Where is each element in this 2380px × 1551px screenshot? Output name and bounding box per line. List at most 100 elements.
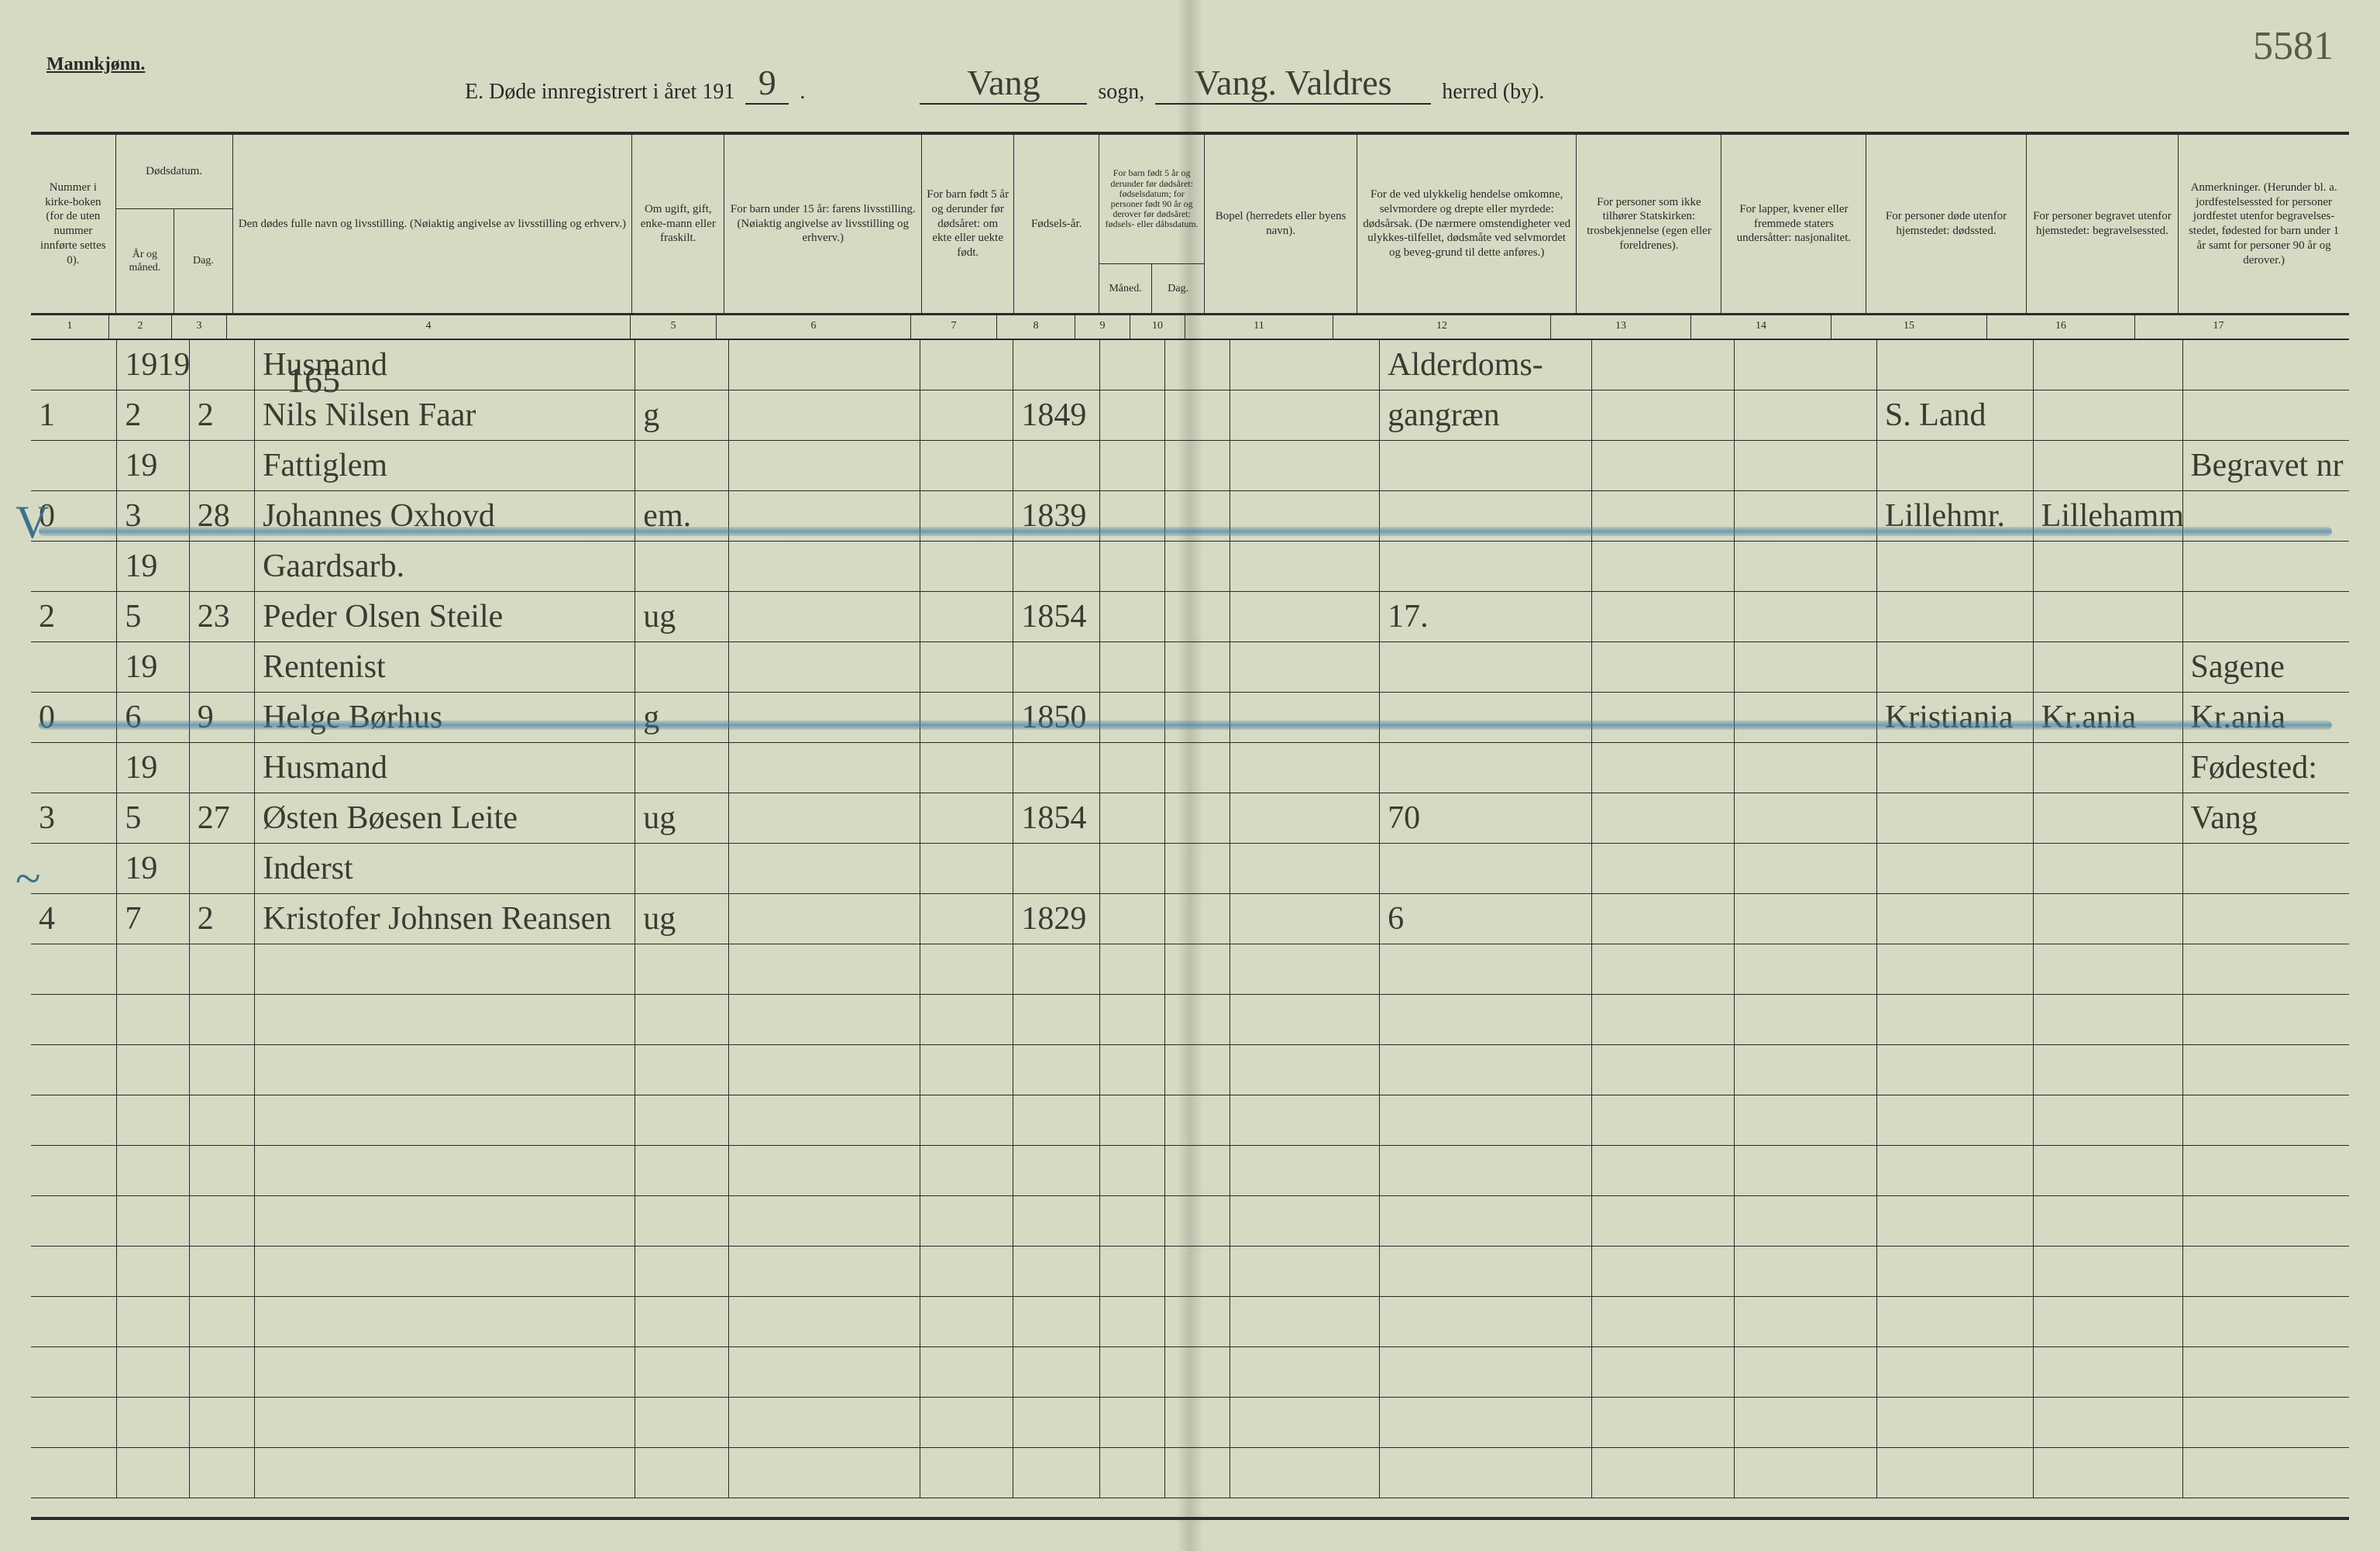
empty-cell [1165,1398,1230,1447]
cell-aarsak [1380,542,1592,591]
margin-mark: ~ [15,852,40,906]
empty-cell [729,1196,920,1246]
cell-far [729,642,920,692]
empty-cell [920,1095,1013,1145]
page: 5581 Mannkjønn. E. Døde innregistrert i … [0,0,2380,1551]
empty-cell [635,1146,728,1195]
empty-cell [31,1247,117,1296]
empty-cell [255,944,635,994]
empty-cell [1230,995,1380,1044]
empty-cell [1380,1045,1592,1095]
cell-dag2 [1165,542,1230,591]
cell-bopel [1230,793,1380,843]
empty-cell [2183,1045,2349,1095]
empty-cell [1013,1146,1099,1195]
colnum: 8 [997,315,1075,339]
cell-faar: 1854 [1013,793,1099,843]
empty-cell [117,1045,189,1095]
cell-bopel [1230,642,1380,692]
cell-dag [190,743,255,793]
cell-ekte [920,894,1013,944]
col-5-header: Om ugift, gift, enke-mann eller fraskilt… [632,135,724,313]
empty-cell [635,1347,728,1397]
empty-cell [2183,1398,2349,1447]
cell-aarsak [1380,441,1592,490]
empty-cell [1165,1448,1230,1498]
cell-faar [1013,542,1099,591]
empty-cell [2183,1095,2349,1145]
empty-cell [1100,944,1165,994]
col-fodselsdatum-group: For barn født 5 år og derunder før dødså… [1099,135,1205,313]
cell-nasj [1735,491,1877,541]
empty-cell [1877,1297,2034,1346]
empty-cell [920,1196,1013,1246]
cell-navn: Johannes Oxhovd [255,491,635,541]
empty-cell [1100,1146,1165,1195]
empty-cell [1013,1297,1099,1346]
empty-cell [1380,944,1592,994]
empty-cell [1592,995,1735,1044]
cell-dag: 2 [190,390,255,440]
cell-begr [2034,542,2183,591]
cell-tros [1592,340,1735,390]
col-11-header: Bopel (herredets eller byens navn). [1205,135,1357,313]
cell-far [729,340,920,390]
empty-cell [1165,944,1230,994]
table-row-empty [31,1448,2349,1498]
cell-mnd [1100,542,1165,591]
cell-far [729,693,920,742]
empty-cell [1100,995,1165,1044]
empty-cell [1100,1196,1165,1246]
colnum: 3 [172,315,227,339]
col-16-header: For personer begravet utenfor hjemstedet… [2027,135,2179,313]
empty-cell [1877,1196,2034,1246]
colnum: 6 [717,315,911,339]
empty-cell [1735,1247,1877,1296]
empty-cell [920,1448,1013,1498]
cell-navn: Helge Børhus [255,693,635,742]
cell-num [31,340,117,390]
cell-ym: 19 [117,642,189,692]
empty-cell [31,995,117,1044]
empty-cell [1735,1196,1877,1246]
colnum: 16 [1987,315,2135,339]
empty-cell [1735,1448,1877,1498]
cell-aarsak [1380,844,1592,893]
cell-ym: 2 [117,390,189,440]
empty-cell [1013,1347,1099,1397]
empty-cell [117,1196,189,1246]
cell-tros [1592,592,1735,641]
cell-dsted [1877,340,2034,390]
cell-far [729,743,920,793]
empty-cell [31,1095,117,1145]
empty-cell [1013,1045,1099,1095]
table-row-empty [31,995,2349,1045]
empty-cell [2034,1146,2183,1195]
main-table: Nummer i kirke-boken (for de uten nummer… [31,132,2349,1520]
empty-cell [117,995,189,1044]
table-row: 19Inderst [31,844,2349,894]
empty-cell [635,1448,728,1498]
cell-mnd [1100,743,1165,793]
cell-mnd [1100,844,1165,893]
colnum: 13 [1551,315,1691,339]
cell-anm [2183,390,2349,440]
cell-navn: Peder Olsen Steile [255,592,635,641]
cell-anm [2183,844,2349,893]
cell-dag [190,844,255,893]
cell-tros [1592,793,1735,843]
cell-far [729,441,920,490]
col-17-header: Anmerkninger. (Herunder bl. a. jordfeste… [2179,135,2349,313]
cell-anm [2183,340,2349,390]
cell-bopel [1230,390,1380,440]
cell-siv [635,743,728,793]
table-row: 0328Johannes Oxhovdem.1839Lillehmr.Lille… [31,491,2349,542]
cell-begr: Lillehammer [2034,491,2183,541]
empty-cell [117,1146,189,1195]
cell-navn: Gaardsarb. [255,542,635,591]
cell-faar: 1829 [1013,894,1099,944]
table-row: 19Gaardsarb. [31,542,2349,592]
table-row-empty [31,944,2349,995]
cell-navn: Fattiglem [255,441,635,490]
empty-cell [2183,1146,2349,1195]
